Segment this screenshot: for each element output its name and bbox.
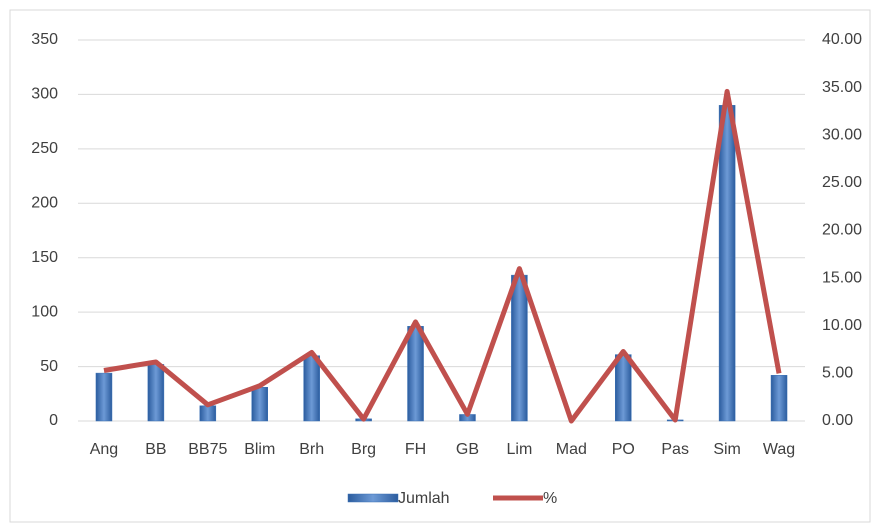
y2-tick-label: 35.00 bbox=[822, 79, 862, 96]
y-tick-label: 350 bbox=[31, 31, 58, 48]
x-tick-label: Sim bbox=[713, 441, 741, 458]
line bbox=[103, 88, 782, 424]
bar bbox=[251, 387, 268, 422]
y2-tick-label: 10.00 bbox=[822, 317, 862, 334]
legend-label: % bbox=[543, 490, 557, 507]
bar bbox=[615, 354, 632, 422]
x-tick-label: PO bbox=[612, 441, 635, 458]
x-tick-label: Brg bbox=[351, 441, 376, 458]
x-tick-label: Ang bbox=[90, 441, 118, 458]
y2-tick-label: 0.00 bbox=[822, 412, 853, 429]
bar bbox=[718, 105, 736, 422]
bar bbox=[95, 372, 113, 422]
y2-tick-label: 20.00 bbox=[822, 222, 862, 239]
x-tick-label: BB bbox=[145, 441, 166, 458]
x-tick-label: BB75 bbox=[188, 441, 227, 458]
x-tick-label: GB bbox=[456, 441, 479, 458]
legend-label: Jumlah bbox=[398, 490, 450, 507]
bar bbox=[303, 355, 320, 422]
x-tick-label: Brh bbox=[299, 441, 324, 458]
y-tick-label: 150 bbox=[31, 249, 58, 266]
bar bbox=[511, 274, 528, 422]
x-tick-label: FH bbox=[405, 441, 426, 458]
y2-tick-label: 25.00 bbox=[822, 174, 862, 191]
y-tick-label: 0 bbox=[49, 412, 58, 429]
y2-tick-label: 15.00 bbox=[822, 269, 862, 286]
x-tick-label: Wag bbox=[763, 441, 795, 458]
bar bbox=[407, 326, 424, 422]
legend-swatch bbox=[347, 493, 399, 503]
y2-tick-label: 40.00 bbox=[822, 31, 862, 48]
x-tick-label: Pas bbox=[661, 441, 689, 458]
y-tick-label: 50 bbox=[40, 358, 58, 375]
y-tick-label: 100 bbox=[31, 303, 58, 320]
y2-tick-label: 30.00 bbox=[822, 126, 862, 143]
y-tick-label: 300 bbox=[31, 86, 58, 103]
x-tick-label: Blim bbox=[244, 441, 275, 458]
x-tick-label: Lim bbox=[507, 441, 533, 458]
bar bbox=[770, 375, 788, 422]
bar bbox=[199, 405, 217, 422]
y2-tick-label: 5.00 bbox=[822, 365, 853, 382]
y-tick-label: 200 bbox=[31, 195, 58, 212]
bar bbox=[147, 364, 165, 422]
chart-border bbox=[9, 9, 871, 523]
y-tick-label: 250 bbox=[31, 140, 58, 157]
x-tick-label: Mad bbox=[556, 441, 587, 458]
